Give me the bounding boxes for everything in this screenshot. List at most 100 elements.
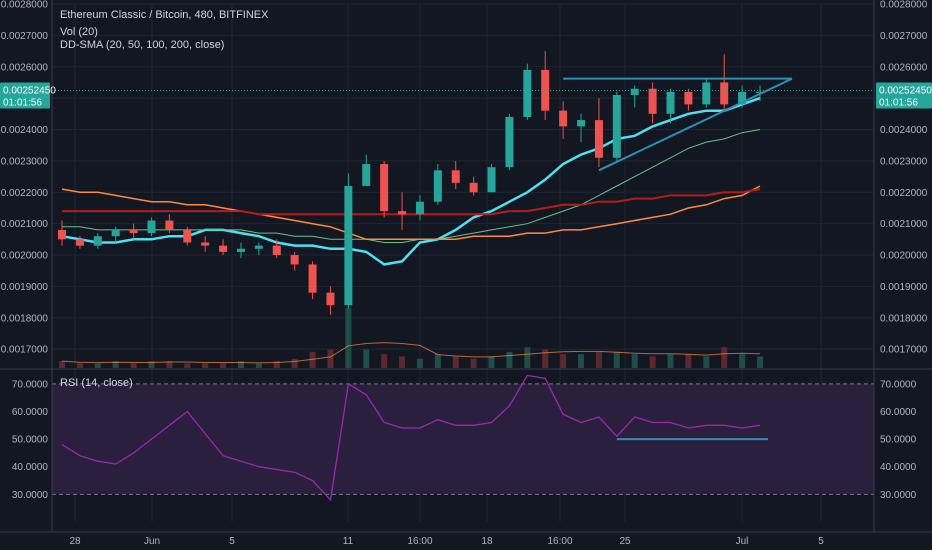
volume-bar — [434, 354, 441, 368]
candle-down — [684, 91, 693, 105]
price-tick-label-right: 0.0023000 — [880, 156, 928, 167]
time-tick-label: 28 — [69, 536, 81, 547]
volume-bar — [452, 356, 459, 368]
candle-up — [630, 88, 639, 95]
rsi-tick-label-left: 30.0000 — [12, 490, 49, 501]
legend-symbol: Ethereum Classic / Bitcoin, 480, BITFINE… — [60, 9, 268, 21]
drawn-trendlines[interactable] — [52, 77, 874, 172]
candle-down — [720, 82, 729, 105]
candle-down — [469, 182, 478, 193]
volume-bar — [757, 356, 763, 368]
legend-rsi-text: RSI (14, close) — [60, 377, 133, 389]
candle-down — [183, 229, 192, 243]
candle-down — [219, 245, 228, 252]
price-tick-label-left: 0.0024000 — [1, 125, 49, 136]
time-tick-label: Jun — [144, 536, 160, 547]
legend-symbol-text: Ethereum Classic / Bitcoin, 480, BITFINE… — [60, 9, 269, 21]
price-tick-label-right: 0.0024000 — [880, 125, 928, 136]
volume-bar — [542, 349, 549, 368]
candle-down — [594, 120, 603, 158]
volume-bar — [649, 356, 656, 368]
rsi-tick-label-left: 50.0000 — [12, 435, 49, 446]
sma-lines — [61, 96, 761, 266]
candle-down — [559, 110, 568, 127]
price-tick-label-right: 0.0027000 — [880, 31, 928, 42]
volume-bar — [345, 308, 352, 368]
price-tick-label-right: 0.0018000 — [880, 313, 928, 324]
price-tag-right — [876, 82, 932, 109]
rsi-tick-label-left: 40.0000 — [12, 462, 49, 473]
price-tick-label-left: 0.0023000 — [1, 156, 49, 167]
sma-line-2 — [62, 129, 761, 243]
volume-bar — [130, 363, 137, 368]
price-tag-countdown: 01:01:56 — [879, 97, 918, 108]
price-tick-label-right: 0.0017000 — [880, 345, 928, 356]
candle-down — [398, 211, 407, 215]
volume-bar — [202, 363, 209, 368]
rsi-tick-label-right: 70.0000 — [880, 379, 917, 390]
candle-down — [648, 88, 657, 114]
candle-up — [362, 164, 371, 186]
time-tick-label: 16:00 — [547, 536, 572, 547]
price-tick-label-left: 0.0022000 — [1, 188, 49, 199]
candle-up — [236, 248, 245, 252]
price-tick-label-right: 0.0019000 — [880, 282, 928, 293]
volume-bar — [416, 358, 423, 368]
rsi-tick-label-right: 30.0000 — [880, 490, 917, 501]
candle-down — [201, 242, 210, 246]
candle-up — [254, 245, 263, 249]
volume-bar — [685, 354, 692, 368]
rsi-line — [61, 374, 761, 502]
sma-line-3 — [61, 185, 761, 241]
volume-bar — [184, 363, 191, 368]
volume-bar — [578, 354, 585, 368]
price-tick-label-right: 0.0020000 — [880, 251, 928, 262]
legend-volume-text: Vol (20) — [60, 26, 98, 38]
legend-sma-text: DD-SMA (20, 50, 100, 200, close) — [60, 39, 225, 51]
price-tick-label-left: 0.0018000 — [1, 313, 49, 324]
candle-down — [75, 239, 84, 246]
volume-bar — [739, 354, 746, 368]
volume-bar — [237, 361, 244, 368]
volume-bar — [59, 361, 65, 368]
price-tick-label-left: 0.0020000 — [1, 251, 49, 262]
price-tick-label-left: 0.0026000 — [1, 62, 49, 73]
volume-ma-line — [61, 342, 761, 364]
rsi-tick-label-right: 50.0000 — [880, 435, 917, 446]
time-tick-label: 16:00 — [407, 536, 432, 547]
candle-down — [165, 220, 174, 230]
rsi-tick-label-right: 40.0000 — [880, 462, 917, 473]
rsi-tick-label-left: 70.0000 — [12, 379, 49, 390]
price-tick-label-left: 0.0021000 — [1, 219, 49, 230]
price-tick-label-right: 0.0026000 — [880, 62, 928, 73]
candle-up — [505, 116, 514, 168]
volume-bar — [488, 356, 495, 368]
candle-down — [380, 164, 389, 212]
candle-up — [577, 120, 586, 127]
time-tick-label: 5 — [229, 536, 235, 547]
price-tag-countdown: 01:01:56 — [3, 97, 42, 108]
volume-bar — [94, 363, 101, 368]
price-tag-value: 0.00252450 — [3, 85, 56, 96]
legend-sma: DD-SMA (20, 50, 100, 200, close) — [60, 39, 224, 51]
candle-down — [308, 264, 317, 293]
candle-up — [666, 91, 675, 114]
candle-up — [93, 236, 102, 246]
candle-down — [451, 170, 460, 183]
candle-up — [523, 69, 532, 117]
volume-bar — [399, 356, 406, 368]
price-tick-label-left: 0.0028000 — [1, 0, 49, 11]
volume-bar — [631, 354, 638, 368]
price-tick-label-left: 0.0017000 — [1, 345, 49, 356]
candle-up — [344, 186, 353, 306]
candle-down — [541, 69, 550, 111]
rsi-tick-label-left: 60.0000 — [12, 407, 49, 418]
volume-bars — [59, 308, 763, 368]
volume-bar — [560, 354, 567, 368]
volume-bar — [667, 354, 674, 368]
legend-rsi: RSI (14, close) — [60, 377, 133, 389]
volume-bar — [112, 361, 119, 368]
volume-bar — [273, 361, 280, 368]
